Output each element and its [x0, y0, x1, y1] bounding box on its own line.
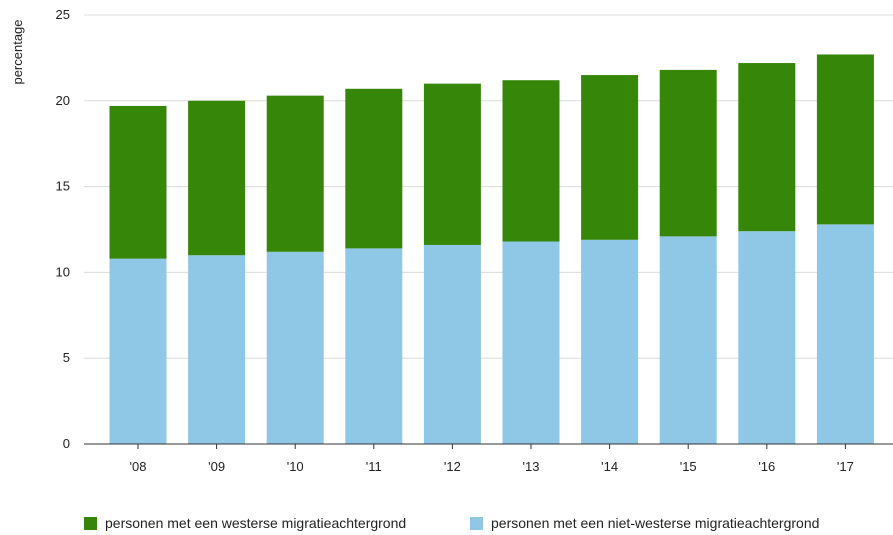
x-tick-label: '17 [837, 459, 854, 474]
bar-westerse-2 [266, 95, 324, 252]
y-tick-label: 15 [56, 179, 70, 194]
bar-niet-westerse-6 [581, 239, 639, 444]
bar-niet-westerse-7 [659, 236, 717, 444]
y-tick-label: 20 [56, 93, 70, 108]
bar-westerse-6 [581, 75, 639, 240]
bars [109, 54, 874, 444]
x-tick-label: '14 [601, 459, 618, 474]
y-axis-label: percentage [10, 19, 25, 84]
legend-item-westerse: personen met een westerse migratieachter… [84, 515, 406, 531]
y-axis-ticks: 0 5 10 15 20 25 [56, 7, 70, 451]
bar-westerse-0 [109, 105, 167, 259]
legend-swatch-westerse [84, 516, 97, 530]
y-tick-label: 25 [56, 7, 70, 22]
bar-niet-westerse-5 [502, 241, 560, 444]
bar-niet-westerse-1 [188, 255, 246, 444]
legend-label-niet-westerse: personen met een niet-westerse migratiea… [491, 515, 820, 531]
bar-niet-westerse-8 [738, 231, 796, 444]
bar-westerse-5 [502, 80, 560, 242]
legend-item-niet-westerse: personen met een niet-westerse migratiea… [470, 515, 819, 531]
legend-swatch-niet-westerse [470, 516, 483, 530]
x-tick-label: '12 [444, 459, 461, 474]
x-tick-label: '11 [366, 459, 382, 474]
bar-westerse-1 [188, 100, 246, 256]
bar-westerse-7 [659, 69, 717, 237]
bar-niet-westerse-3 [345, 248, 403, 444]
bar-niet-westerse-0 [109, 258, 167, 444]
bar-westerse-9 [816, 54, 874, 225]
bar-westerse-8 [738, 63, 796, 232]
bar-niet-westerse-9 [816, 224, 874, 444]
y-tick-label: 5 [63, 350, 70, 365]
x-tick-label: '15 [680, 459, 697, 474]
y-tick-label: 0 [63, 436, 70, 451]
legend-label-westerse: personen met een westerse migratieachter… [105, 515, 407, 531]
bar-niet-westerse-2 [266, 251, 324, 444]
x-tick-label: '16 [758, 459, 775, 474]
bar-westerse-4 [423, 83, 481, 245]
x-tick-label: '13 [523, 459, 540, 474]
x-tick-label: '09 [208, 459, 225, 474]
y-tick-label: 10 [56, 264, 70, 279]
bar-niet-westerse-4 [423, 244, 481, 444]
x-tick-label: '10 [287, 459, 304, 474]
x-tick-label: '08 [130, 459, 147, 474]
x-axis-ticks: '08 '09 '10 '11 '12 '13 '14 '15 '16 '17 [130, 444, 854, 474]
bar-westerse-3 [345, 88, 403, 249]
